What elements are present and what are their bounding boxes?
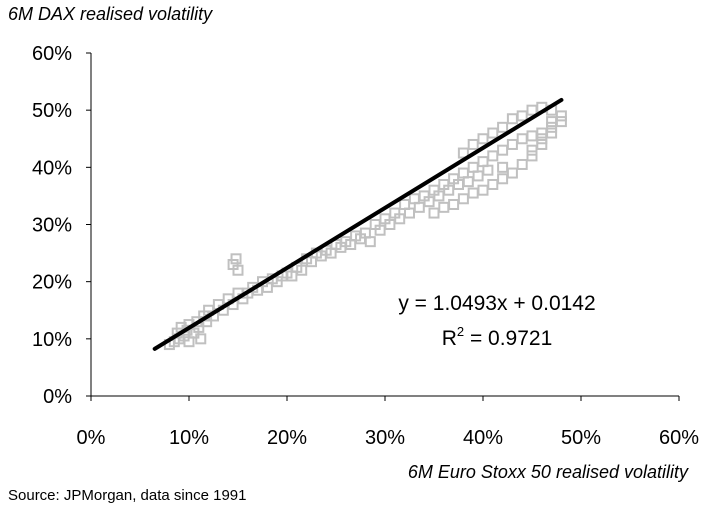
data-point — [516, 133, 528, 145]
trend-line — [152, 97, 564, 351]
data-point — [482, 164, 494, 176]
data-point — [497, 173, 509, 185]
data-point — [516, 110, 528, 122]
data-point — [506, 167, 518, 179]
y-tick-label: 0% — [43, 386, 72, 408]
x-tick-label: 40% — [463, 427, 503, 449]
y-axis-ticks: 0% 10% 20% 30% 40% 50% 60% — [32, 43, 91, 408]
data-point — [457, 193, 469, 205]
data-point — [536, 127, 548, 139]
data-point — [487, 178, 499, 190]
data-point — [374, 224, 386, 236]
data-point — [555, 116, 567, 128]
r-squared-exponent: 2 — [457, 324, 464, 339]
data-point — [487, 127, 499, 139]
data-point — [555, 110, 567, 122]
x-tick-label: 60% — [659, 427, 699, 449]
data-point — [497, 161, 509, 173]
data-point — [536, 138, 548, 150]
data-point — [433, 190, 445, 202]
y-tick-label: 60% — [32, 43, 72, 65]
x-tick-label: 20% — [267, 427, 307, 449]
x-axis-ticks: 0% 10% 20% 30% 40% 50% 60% — [77, 396, 699, 449]
data-point — [384, 219, 396, 230]
data-point — [546, 127, 558, 139]
data-point — [438, 201, 450, 213]
r-squared-symbol: R — [442, 327, 457, 350]
data-point — [443, 184, 455, 196]
x-tick-label: 30% — [365, 427, 405, 449]
data-point — [423, 196, 435, 208]
data-point — [413, 201, 425, 213]
data-point — [506, 113, 518, 125]
y-tick-label: 20% — [32, 272, 72, 294]
r-squared-value: = 0.9721 — [464, 327, 552, 350]
data-point — [448, 198, 460, 210]
data-point — [195, 333, 207, 345]
data-point — [477, 133, 489, 145]
data-point — [428, 207, 440, 219]
data-point — [477, 184, 489, 196]
data-point — [462, 176, 474, 188]
data-point — [526, 150, 538, 162]
data-point — [526, 130, 538, 142]
data-point — [487, 150, 499, 162]
r-squared: R2 = 0.9721 — [442, 324, 553, 350]
data-point — [467, 138, 479, 150]
data-point — [404, 207, 415, 219]
y-tick-label: 30% — [32, 215, 72, 237]
source-note: Source: JPMorgan, data since 1991 — [8, 487, 247, 504]
data-point — [526, 144, 538, 156]
y-tick-label: 40% — [32, 157, 72, 179]
y-axis-title: 6M DAX realised volatility — [8, 4, 213, 24]
data-point — [394, 213, 406, 225]
data-point — [232, 264, 244, 276]
x-tick-label: 50% — [561, 427, 601, 449]
data-point — [497, 144, 509, 156]
y-tick-label: 10% — [32, 329, 72, 351]
data-point — [230, 253, 242, 265]
trend-equation: y = 1.0493x + 0.0142 — [398, 292, 595, 315]
data-point — [497, 121, 509, 133]
data-point — [457, 147, 469, 159]
y-tick-label: 50% — [32, 100, 72, 122]
data-point — [546, 116, 558, 128]
data-point — [516, 158, 528, 170]
x-tick-label: 10% — [169, 427, 209, 449]
data-point — [526, 104, 538, 116]
data-point — [296, 264, 308, 276]
x-axis-title: 6M Euro Stoxx 50 realised volatility — [407, 462, 688, 482]
data-point — [546, 121, 558, 133]
data-point — [536, 133, 548, 145]
data-point — [364, 236, 376, 248]
data-point — [467, 187, 479, 199]
data-point — [472, 170, 484, 182]
x-tick-label: 0% — [77, 427, 106, 449]
data-point — [506, 138, 518, 150]
